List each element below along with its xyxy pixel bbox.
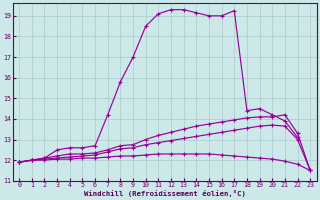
X-axis label: Windchill (Refroidissement éolien,°C): Windchill (Refroidissement éolien,°C) <box>84 190 246 197</box>
